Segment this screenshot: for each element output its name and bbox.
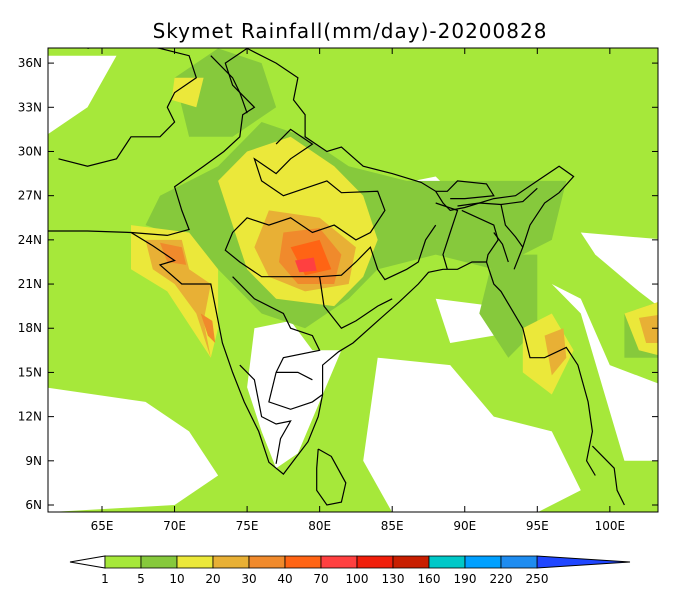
longitude-axis: 65E 70E 75E 80E 85E 90E 95E 100E [91, 48, 626, 533]
rain-contour-level-0 [435, 298, 494, 343]
border-line [500, 204, 524, 248]
colorbar-swatch [104, 555, 142, 569]
colorbar-label: 70 [313, 572, 328, 586]
rain-contour-level-1 [174, 48, 277, 137]
colorbar-swatch [428, 555, 466, 569]
border-line [276, 371, 313, 381]
border-line [435, 180, 495, 200]
colorbar-label: 250 [526, 572, 549, 586]
lat-tick-label: 30N [18, 144, 42, 158]
rain-contour-level-0 [363, 357, 581, 512]
lat-tick-label: 6N [25, 498, 42, 512]
rain-contour-level-3 [544, 328, 567, 376]
border-line [48, 230, 596, 476]
rain-contour-level-6 [295, 257, 317, 273]
colorbar-label: 30 [241, 572, 256, 586]
country-borders [48, 48, 625, 506]
lat-tick-label: 36N [18, 56, 42, 70]
border-line [224, 128, 437, 281]
lon-tick-label: 75E [236, 519, 259, 533]
border-line [232, 276, 323, 410]
colorbar-label: 1 [101, 572, 109, 586]
lat-tick-label: 12N [18, 410, 42, 424]
rain-contour-level-3 [638, 315, 658, 343]
colorbar-swatch [356, 555, 394, 569]
colorbar-swatch [176, 555, 214, 569]
colorbar-swatch [500, 555, 538, 569]
rain-contour-level-0 [551, 284, 658, 461]
colorbar-swatch [320, 555, 358, 569]
rain-contour-level-0 [48, 387, 219, 512]
colorbar-swatch [140, 555, 178, 569]
lat-tick-label: 21N [18, 277, 42, 291]
lon-tick-label: 70E [163, 519, 186, 533]
lon-tick-label: 85E [381, 519, 404, 533]
lon-tick-label: 100E [595, 519, 626, 533]
rain-contour-level-2 [171, 77, 204, 108]
latitude-axis: 36N 33N 30N 27N 24N 21N 18N 15N 12N 9N 6N [18, 56, 658, 512]
lat-tick-label: 24N [18, 233, 42, 247]
border-line [461, 209, 499, 263]
border-line [435, 202, 459, 270]
rain-contour-level-4 [160, 242, 187, 265]
rainfall-fill [48, 48, 658, 512]
colorbar-label: 10 [169, 572, 184, 586]
border-line [591, 445, 625, 506]
lat-tick-label: 9N [25, 454, 42, 468]
rain-contour-level-3 [145, 239, 211, 358]
rain-contour-level-0 [580, 232, 658, 306]
colorbar-label: 5 [137, 572, 145, 586]
rain-contour-level-0 [247, 320, 342, 469]
colorbar-label: 20 [205, 572, 220, 586]
lat-tick-label: 18N [18, 321, 42, 335]
rain-contour-level-4 [200, 313, 216, 343]
colorbar-label: 130 [382, 572, 405, 586]
border-line [239, 364, 292, 464]
map-title: Skymet Rainfall(mm/day)-20200828 [152, 19, 548, 43]
colorbar-swatch [212, 555, 250, 569]
border-line [210, 55, 248, 114]
rain-contour-level-0 [48, 55, 117, 135]
lon-tick-label: 80E [308, 519, 331, 533]
colorbar-swatch [284, 555, 322, 569]
lon-tick-label: 90E [453, 519, 476, 533]
colorbar-label: 160 [418, 572, 441, 586]
border-line [493, 232, 509, 263]
lat-tick-label: 15N [18, 365, 42, 379]
lon-tick-label: 95E [526, 519, 549, 533]
colorbar-legend: 1 5 10 20 30 40 70 100 130 160 190 220 250 [69, 555, 631, 586]
lon-tick-label: 65E [91, 519, 114, 533]
lat-tick-label: 27N [18, 189, 42, 203]
colorbar-high-arrow [536, 555, 631, 569]
colorbar-label: 190 [454, 572, 477, 586]
colorbar-label: 100 [346, 572, 369, 586]
map-frame [47, 47, 659, 513]
border-line [316, 448, 347, 506]
colorbar-label: 40 [277, 572, 292, 586]
colorbar-label: 220 [490, 572, 513, 586]
colorbar-swatch [464, 555, 502, 569]
lat-tick-label: 33N [18, 100, 42, 114]
colorbar-swatch [392, 555, 430, 569]
border-line [319, 276, 393, 329]
colorbar-swatch [248, 555, 286, 569]
border-line [130, 48, 575, 270]
colorbar-low-arrow [69, 555, 106, 569]
